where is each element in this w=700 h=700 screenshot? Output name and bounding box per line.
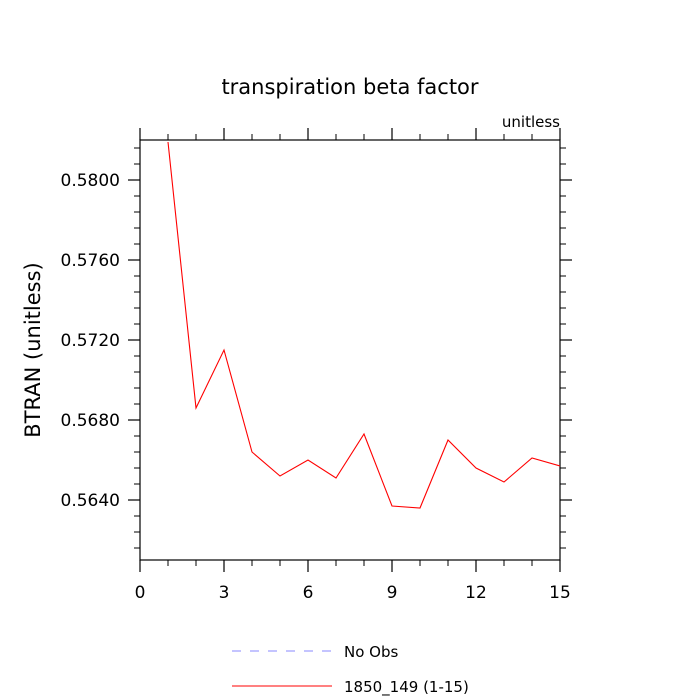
x-tick-label: 6: [303, 583, 314, 603]
legend: No Obs 1850_149 (1-15): [232, 643, 469, 697]
y-tick-label: 0.5640: [61, 491, 120, 511]
x-tick-label: 15: [549, 583, 571, 603]
x-tick-label: 3: [219, 583, 230, 603]
legend-label: 1850_149 (1-15): [344, 678, 469, 697]
units-label: unitless: [502, 113, 560, 131]
y-tick-label: 0.5680: [61, 411, 120, 431]
series-line: [167, 141, 560, 509]
y-tick-label: 0.5720: [61, 331, 120, 351]
x-tick-label: 12: [465, 583, 487, 603]
legend-label: No Obs: [344, 643, 398, 661]
plot-frame: [139, 139, 561, 561]
x-tick-labels: 0 3 6 9 12 15: [135, 583, 571, 603]
y-axis-label: BTRAN (unitless): [21, 262, 45, 437]
y-tick-label: 0.5760: [61, 251, 120, 271]
x-tick-label: 9: [387, 583, 398, 603]
x-tick-label: 0: [135, 583, 146, 603]
series-lines: [167, 141, 560, 509]
chart-title: transpiration beta factor: [221, 75, 478, 99]
axis-ticks: [128, 128, 572, 572]
y-tick-labels: 0.5640 0.5680 0.5720 0.5760 0.5800: [61, 171, 120, 511]
y-tick-label: 0.5800: [61, 171, 120, 191]
